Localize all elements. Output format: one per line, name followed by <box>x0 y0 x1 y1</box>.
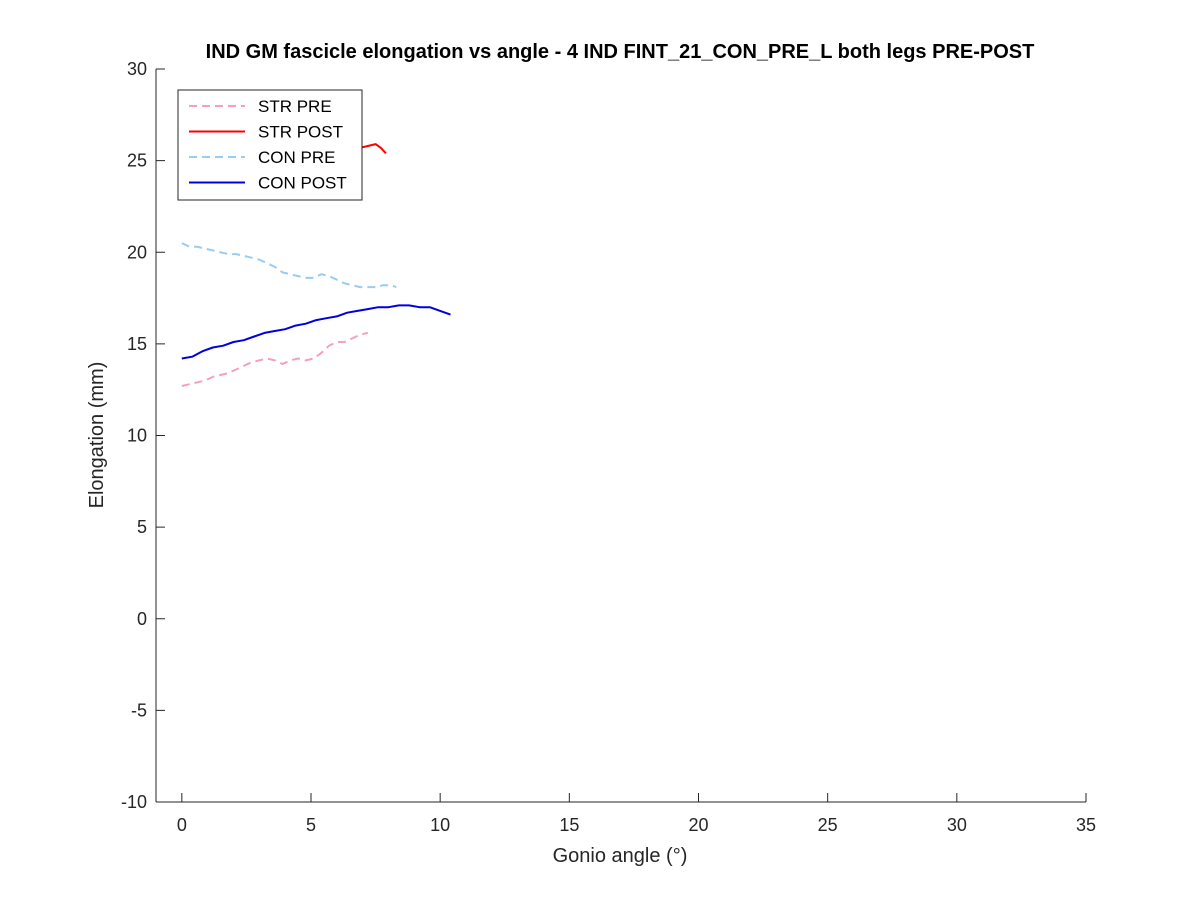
x-tick-label: 25 <box>818 815 838 835</box>
x-axis-label: Gonio angle (°) <box>553 845 688 867</box>
y-tick-label: 30 <box>127 59 147 79</box>
y-tick-label: 25 <box>127 151 147 171</box>
y-tick-label: 10 <box>127 426 147 446</box>
axes: 0 5 10 15 20 25 30 35 -10 -5 0 5 10 15 20 25 30 <box>121 59 1096 835</box>
legend-label-str-post: STR POST <box>258 123 343 142</box>
x-tick-label: 5 <box>306 815 316 835</box>
y-tick-label: 15 <box>127 334 147 354</box>
x-tick-label: 0 <box>177 815 187 835</box>
legend: STR PRE STR POST CON PRE CON POST <box>177 89 363 201</box>
y-axis-label: Elongation (mm) <box>86 362 108 509</box>
legend-label-con-post: CON POST <box>258 174 347 193</box>
legend-label-str-pre: STR PRE <box>258 97 332 116</box>
y-tick-label: 20 <box>127 242 147 262</box>
y-tick-label: -5 <box>131 700 147 720</box>
y-tick-label: 0 <box>137 609 147 629</box>
series-line-con-post <box>181 304 451 360</box>
x-tick-label: 35 <box>1076 815 1096 835</box>
chart-title: IND GM fascicle elongation vs angle - 4 … <box>206 41 1035 63</box>
x-tick-label: 20 <box>688 815 708 835</box>
x-tick-label: 15 <box>559 815 579 835</box>
x-tick-label: 10 <box>430 815 450 835</box>
x-tick-label: 30 <box>947 815 967 835</box>
legend-label-con-pre: CON PRE <box>258 148 335 167</box>
y-tick-label: 5 <box>137 517 147 537</box>
series-line-str-pre <box>181 331 369 387</box>
y-tick-label: -10 <box>121 792 147 812</box>
